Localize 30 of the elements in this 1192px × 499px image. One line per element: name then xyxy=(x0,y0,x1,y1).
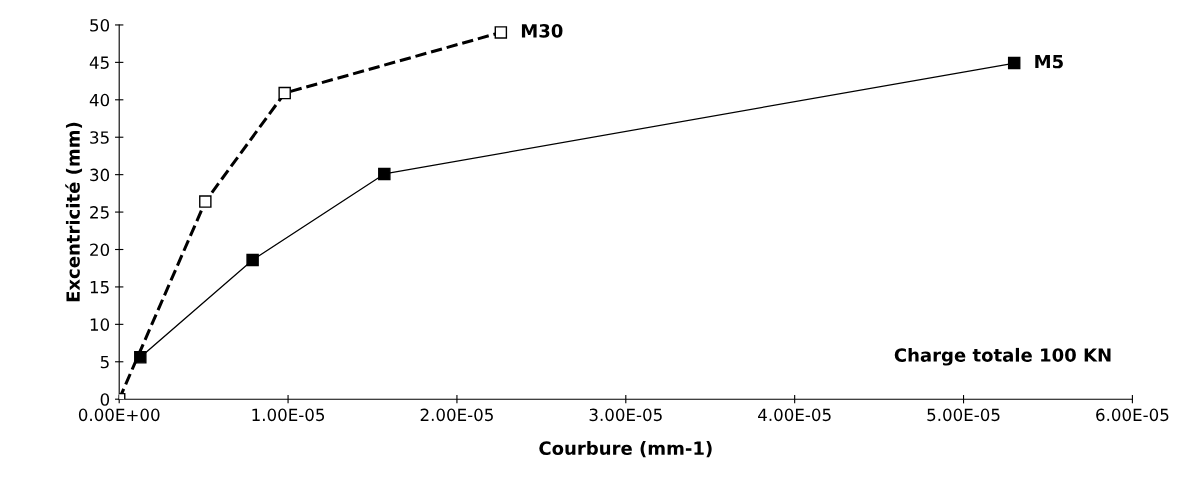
point xyxy=(494,26,508,39)
y-tick-label: 50 xyxy=(90,18,110,32)
series-label: M5 xyxy=(1035,54,1063,69)
point xyxy=(278,86,291,100)
point xyxy=(199,195,212,208)
series-label: M30 xyxy=(521,24,563,38)
x-tick-label: 2.00E-05 xyxy=(420,408,493,422)
x-tick-label: 4.00E-05 xyxy=(758,408,831,422)
y-tick-label: 40 xyxy=(89,93,110,107)
x-tick-label: 0.00E+00 xyxy=(78,408,160,422)
x-tick-label: 3.00E-05 xyxy=(589,408,662,422)
point xyxy=(378,167,391,181)
y-tick-label: 30 xyxy=(90,168,110,182)
point xyxy=(246,253,259,267)
y-tick-label: 0 xyxy=(100,393,110,406)
point xyxy=(1007,56,1021,70)
y-tick-label: 20 xyxy=(90,243,110,257)
y-tick-label: 45 xyxy=(89,56,109,69)
y-axis-title: Excentricité (mm) xyxy=(65,122,83,302)
y-tick-label: 15 xyxy=(90,281,109,294)
y-tick-label: 5 xyxy=(100,355,109,369)
y-tick-label: 35 xyxy=(90,131,109,144)
point xyxy=(134,351,147,364)
y-tick-label: 10 xyxy=(90,318,110,331)
y-tick-label: 25 xyxy=(90,206,109,219)
x-tick-label: 1.00E-05 xyxy=(252,408,325,422)
x-tick-label: 6.00E-05 xyxy=(1096,408,1169,422)
x-axis-title: Courbure (mm-1) xyxy=(539,441,712,458)
x-tick-label: 5.00E-05 xyxy=(927,408,1000,422)
annotation: Charge totale 100 KN xyxy=(894,347,1111,366)
